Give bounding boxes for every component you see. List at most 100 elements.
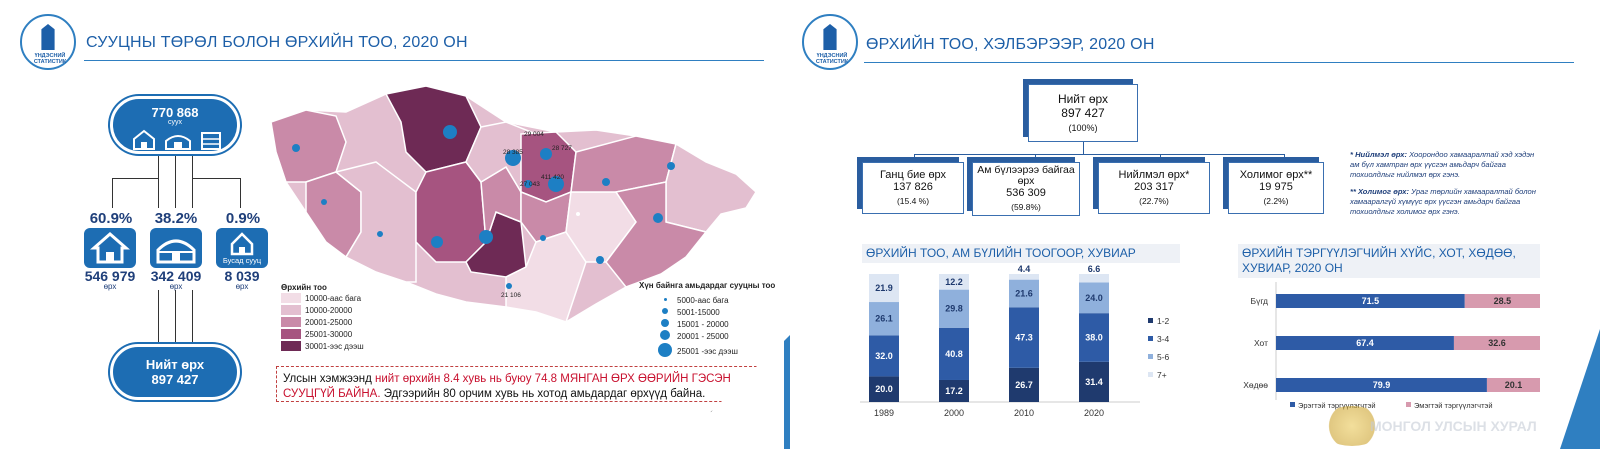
chart1-bar-segment	[1009, 274, 1039, 280]
other-percent: 0.9%	[225, 210, 261, 227]
nso-logo: ҮНДЭСНИЙ СТАТИСТИК	[20, 14, 76, 70]
slide-household-types: ҮНДЭСНИЙ СТАТИСТИК ӨРХИЙН ТОО, ХЭЛБЭРЭЭР…	[800, 0, 1600, 449]
org-composite-box: Нийлмэл өрх* 203 317 (22.7%)	[1098, 162, 1210, 214]
chart2-legend-label: Эрэгтэй тэргүүлэгчтэй	[1298, 401, 1376, 410]
household-legend-swatch	[281, 293, 301, 303]
page-title: СУУЦНЫ ТӨРӨЛ БОЛОН ӨРХИЙН ТОО, 2020 ОН	[86, 34, 468, 51]
chart1-tick-label: 2000	[944, 408, 964, 418]
chart1-legend-swatch	[1148, 354, 1153, 359]
map-label: 27 043	[520, 181, 540, 188]
org-mixed-box: Холимог өрх** 19 975 (2.2%)	[1228, 162, 1324, 214]
other-dwelling-label: Бусад сууц	[222, 256, 262, 265]
chart2-bar-segment	[1276, 294, 1465, 308]
ger-icon	[150, 228, 202, 268]
parliament-seal	[1320, 406, 1384, 446]
ger-count: 342 409	[150, 268, 202, 284]
other-dwelling-icon: Бусад сууц	[216, 228, 268, 268]
map-label: 411 420	[541, 174, 565, 181]
definition-mixed: ** Холимог өрх: Ураг төрлийн хамааралтай…	[1350, 187, 1536, 216]
house-count: 546 979	[84, 268, 136, 284]
other-count: 8 039	[224, 268, 260, 284]
household-legend-swatch	[281, 329, 301, 339]
chart2-data-label: 79.9	[1373, 380, 1391, 390]
households-total-pill: Нийт өрх 897 427	[110, 344, 240, 400]
house-icon	[84, 228, 136, 268]
dwelling-legend-label: 5001-15000	[677, 308, 720, 317]
chart2-legend-label: Эмэгтэй тэргүүлэгчтэй	[1414, 401, 1493, 410]
chart1-bar-segment	[869, 335, 899, 377]
dwelling-legend-circle	[662, 308, 668, 314]
chart1-bar-segment	[939, 274, 969, 290]
chart1-tick-label: 1989	[874, 408, 894, 418]
title-divider	[84, 60, 764, 61]
household-legend-swatch	[281, 305, 301, 315]
chart2-tick-label: Хөдөө	[1243, 380, 1268, 390]
chart1-title: ӨРХИЙН ТОО, АМ БҮЛИЙН ТООГООР, ХУВИАР	[862, 244, 1180, 263]
chart1-data-label: 29.8	[945, 304, 963, 314]
chart2-data-label: 32.6	[1488, 338, 1506, 348]
household-legend-label: 25001-30000	[305, 330, 353, 339]
connector-line	[112, 178, 113, 208]
dwelling-legend-circle	[663, 297, 667, 301]
dwelling-legend-circle	[660, 330, 670, 340]
chart1-bar-segment	[1009, 367, 1039, 402]
chart2-title: ӨРХИЙН ТЭРГҮҮЛЭГЧИЙН ХҮЙС, ХОТ, ХӨДӨӨ, Х…	[1238, 244, 1540, 278]
dwelling-legend-circle	[661, 319, 669, 327]
chart1-legend-swatch	[1148, 318, 1153, 323]
chart1-legend-swatch	[1148, 336, 1153, 341]
household-legend-label: 30001-ээс дээш	[305, 342, 364, 351]
chart1-legend-swatch	[1148, 372, 1153, 377]
chart1-bar-segment	[869, 302, 899, 336]
chart1-data-label: 47.3	[1015, 333, 1033, 343]
chart1-bar-segment	[1009, 307, 1039, 368]
chart2-tick-label: Хот	[1254, 338, 1268, 348]
chart1-data-label: 24.0	[1085, 293, 1103, 303]
org-single-box: Ганц бие өрх 137 826 (15.4 %)	[862, 162, 964, 214]
chart1-tick-label: 2010	[1014, 408, 1034, 418]
chart1-data-label: 26.1	[875, 314, 893, 324]
chart1-data-label: 26.7	[1015, 380, 1033, 390]
chart1-bar-segment	[1079, 361, 1109, 402]
chart2-legend-swatch	[1406, 402, 1411, 407]
map-label: 28 727	[552, 145, 572, 152]
chart1-data-label: 38.0	[1085, 332, 1103, 342]
chart1-data-label: 6.6	[1088, 264, 1101, 274]
chart2-data-label: 28.5	[1494, 296, 1512, 306]
chart1-data-label: 40.8	[945, 349, 963, 359]
connector-line	[192, 290, 193, 342]
chart1-bar-segment	[1009, 279, 1039, 308]
household-size-chart: 20.0 32.0 26.1 21.9 1989 17.2 40.8 29.8 12.2 2000…	[860, 264, 1170, 418]
household-legend-swatch	[281, 317, 301, 327]
nso-logo: ҮНДЭСНИЙ СТАТИСТИК	[802, 14, 858, 70]
chart1-data-label: 20.0	[875, 384, 893, 394]
chart1-bar-segment	[869, 376, 899, 402]
dwellings-total-pill: 770 868 суух	[110, 96, 240, 154]
chart2-bar-segment	[1453, 336, 1540, 350]
title-divider	[864, 62, 1574, 63]
chart1-data-label: 32.0	[875, 351, 893, 361]
chart1-data-label: 31.4	[1085, 377, 1103, 387]
chart2-data-label: 67.4	[1356, 338, 1374, 348]
chart2-bar-segment	[1276, 336, 1454, 350]
connector-line	[158, 156, 159, 208]
household-legend-swatch	[281, 341, 301, 351]
chart1-bar-segment	[939, 327, 969, 380]
chart1-bar-segment	[1079, 313, 1109, 362]
chart2-bar-segment	[1464, 294, 1540, 308]
chart2-legend-swatch	[1290, 402, 1295, 407]
chart2-data-label: 71.5	[1362, 296, 1380, 306]
dwelling-types-icon	[133, 129, 221, 150]
chart1-legend-label: 3-4	[1157, 334, 1170, 344]
summary-note: Улсын хэмжээнд нийт өрхийн 8.4 хувь нь б…	[276, 366, 762, 402]
chart1-data-label: 17.2	[945, 386, 963, 396]
chart2-data-label: 20.1	[1505, 380, 1523, 390]
household-legend-label: 20001-25000	[305, 318, 353, 327]
mongolia-household-map	[270, 85, 757, 323]
soyombo-icon	[41, 24, 55, 50]
chart2-tick-label: Бүгд	[1250, 296, 1268, 306]
chart2-bar-segment	[1276, 378, 1487, 392]
connector-line	[158, 290, 159, 342]
chart1-data-label: 21.6	[1015, 288, 1033, 298]
watermark: МОНГОЛ УЛСЫН ХУРАЛ	[1370, 418, 1537, 434]
corner-decoration	[1560, 329, 1600, 449]
